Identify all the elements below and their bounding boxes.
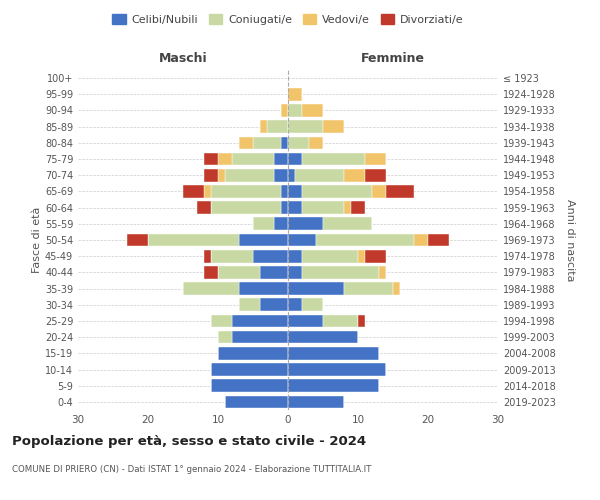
Bar: [225, 169, 274, 181]
Y-axis label: Anni di nascita: Anni di nascita: [565, 198, 575, 281]
Bar: [211, 202, 281, 214]
Bar: [288, 120, 323, 133]
Bar: [288, 298, 302, 311]
Bar: [288, 218, 323, 230]
Bar: [218, 266, 260, 278]
Text: Popolazione per età, sesso e stato civile - 2024: Popolazione per età, sesso e stato civil…: [12, 435, 366, 448]
Bar: [127, 234, 148, 246]
Bar: [288, 314, 323, 328]
Bar: [288, 331, 358, 344]
Bar: [302, 202, 344, 214]
Bar: [204, 250, 211, 262]
Bar: [253, 250, 288, 262]
Bar: [197, 202, 211, 214]
Bar: [316, 234, 414, 246]
Bar: [204, 169, 218, 181]
Bar: [211, 250, 253, 262]
Bar: [302, 266, 379, 278]
Bar: [288, 104, 302, 117]
Bar: [372, 185, 386, 198]
Bar: [183, 185, 204, 198]
Bar: [274, 152, 288, 166]
Bar: [288, 88, 302, 101]
Bar: [211, 314, 232, 328]
Bar: [281, 202, 288, 214]
Bar: [274, 169, 288, 181]
Bar: [281, 104, 288, 117]
Bar: [204, 152, 218, 166]
Bar: [288, 250, 302, 262]
Bar: [379, 266, 386, 278]
Text: COMUNE DI PRIERO (CN) - Dati ISTAT 1° gennaio 2024 - Elaborazione TUTTITALIA.IT: COMUNE DI PRIERO (CN) - Dati ISTAT 1° ge…: [12, 465, 371, 474]
Bar: [218, 347, 288, 360]
Bar: [288, 169, 295, 181]
Bar: [232, 314, 288, 328]
Bar: [288, 396, 344, 408]
Text: Femmine: Femmine: [361, 52, 425, 65]
Bar: [225, 396, 288, 408]
Bar: [281, 136, 288, 149]
Bar: [232, 152, 274, 166]
Bar: [365, 250, 386, 262]
Bar: [274, 218, 288, 230]
Bar: [239, 234, 288, 246]
Bar: [344, 282, 393, 295]
Bar: [302, 250, 358, 262]
Bar: [211, 363, 288, 376]
Bar: [393, 282, 400, 295]
Bar: [288, 380, 379, 392]
Legend: Celibi/Nubili, Coniugati/e, Vedovi/e, Divorziati/e: Celibi/Nubili, Coniugati/e, Vedovi/e, Di…: [109, 10, 467, 28]
Bar: [365, 169, 386, 181]
Bar: [288, 234, 316, 246]
Bar: [302, 152, 365, 166]
Bar: [288, 202, 302, 214]
Bar: [183, 282, 239, 295]
Bar: [288, 136, 309, 149]
Bar: [218, 169, 225, 181]
Bar: [365, 152, 386, 166]
Bar: [288, 185, 302, 198]
Bar: [253, 218, 274, 230]
Bar: [239, 298, 260, 311]
Bar: [148, 234, 239, 246]
Bar: [414, 234, 428, 246]
Bar: [302, 104, 323, 117]
Bar: [323, 314, 358, 328]
Bar: [253, 136, 281, 149]
Bar: [211, 185, 281, 198]
Bar: [204, 185, 211, 198]
Bar: [302, 185, 372, 198]
Bar: [288, 266, 302, 278]
Text: Maschi: Maschi: [158, 52, 208, 65]
Bar: [281, 185, 288, 198]
Bar: [211, 380, 288, 392]
Bar: [239, 136, 253, 149]
Bar: [323, 120, 344, 133]
Bar: [309, 136, 323, 149]
Bar: [386, 185, 414, 198]
Bar: [358, 250, 365, 262]
Bar: [260, 266, 288, 278]
Bar: [204, 266, 218, 278]
Bar: [260, 120, 267, 133]
Bar: [358, 314, 365, 328]
Bar: [344, 169, 365, 181]
Bar: [428, 234, 449, 246]
Bar: [295, 169, 344, 181]
Bar: [239, 282, 288, 295]
Bar: [218, 152, 232, 166]
Bar: [288, 363, 386, 376]
Bar: [323, 218, 372, 230]
Bar: [302, 298, 323, 311]
Y-axis label: Fasce di età: Fasce di età: [32, 207, 42, 273]
Bar: [232, 331, 288, 344]
Bar: [267, 120, 288, 133]
Bar: [288, 347, 379, 360]
Bar: [288, 152, 302, 166]
Bar: [351, 202, 365, 214]
Bar: [344, 202, 351, 214]
Bar: [288, 282, 344, 295]
Bar: [218, 331, 232, 344]
Bar: [260, 298, 288, 311]
